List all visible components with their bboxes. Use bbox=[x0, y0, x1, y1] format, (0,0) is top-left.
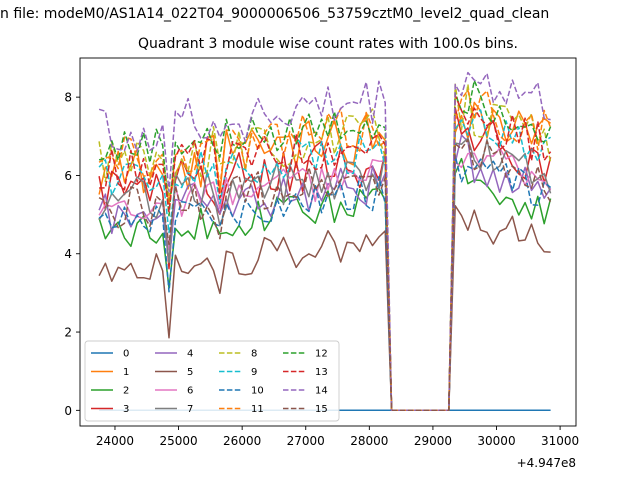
x-tick-label: 31000 bbox=[541, 434, 579, 448]
legend-label-5: 5 bbox=[187, 367, 193, 378]
series-line-14 bbox=[98, 71, 551, 412]
x-tick-label: 27000 bbox=[287, 434, 325, 448]
legend-label-13: 13 bbox=[315, 367, 328, 378]
legend-label-6: 6 bbox=[187, 386, 193, 397]
x-tick-label: 30000 bbox=[477, 434, 515, 448]
series-line-10 bbox=[98, 154, 552, 412]
plot-lines bbox=[98, 71, 552, 412]
legend-label-14: 14 bbox=[315, 386, 328, 397]
legend-label-1: 1 bbox=[123, 367, 129, 378]
y-tick-label: 0 bbox=[64, 404, 72, 418]
chart-title: Quadrant 3 module wise count rates with … bbox=[138, 36, 518, 52]
series-line-15 bbox=[98, 138, 552, 412]
x-tick-label: 28000 bbox=[350, 434, 388, 448]
x-tick-label: 29000 bbox=[414, 434, 452, 448]
series-line-5 bbox=[98, 204, 551, 412]
legend-label-12: 12 bbox=[315, 349, 328, 360]
series-line-4 bbox=[98, 134, 552, 412]
legend-label-9: 9 bbox=[251, 367, 257, 378]
legend-label-7: 7 bbox=[187, 404, 193, 415]
legend-label-3: 3 bbox=[123, 404, 129, 415]
axes: 24000 25000 26000 27000 28000 29000 30000 31000… bbox=[64, 57, 579, 470]
series-line-13 bbox=[99, 94, 552, 412]
legend-label-2: 2 bbox=[123, 386, 129, 397]
legend-label-15: 15 bbox=[315, 404, 328, 415]
figure-title: n file: modeM0/AS1A14_022T04_9000006506_… bbox=[0, 6, 550, 22]
axes-frame bbox=[79, 57, 577, 427]
y-tick-label: 2 bbox=[64, 326, 72, 340]
series-line-12 bbox=[98, 79, 552, 412]
legend-label-10: 10 bbox=[251, 386, 264, 397]
legend-box bbox=[84, 340, 340, 422]
y-tick-label: 8 bbox=[64, 91, 72, 105]
x-tick-label: 25000 bbox=[159, 434, 197, 448]
legend-label-4: 4 bbox=[187, 349, 193, 360]
x-offset-label: +4.947e8 bbox=[517, 456, 576, 470]
legend-label-0: 0 bbox=[123, 349, 129, 360]
y-tick-label: 4 bbox=[64, 247, 72, 261]
legend-label-8: 8 bbox=[251, 349, 257, 360]
y-tick-label: 6 bbox=[64, 169, 72, 183]
x-tick-label: 24000 bbox=[96, 434, 134, 448]
legend-label-11: 11 bbox=[251, 404, 264, 415]
x-tick-label: 26000 bbox=[223, 434, 261, 448]
